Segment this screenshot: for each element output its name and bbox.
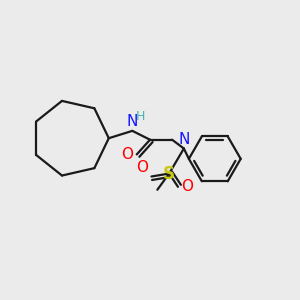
Text: O: O bbox=[181, 179, 193, 194]
Text: N: N bbox=[178, 132, 190, 147]
Text: H: H bbox=[136, 110, 145, 123]
Text: S: S bbox=[163, 165, 175, 183]
Text: O: O bbox=[121, 147, 133, 162]
Text: O: O bbox=[136, 160, 148, 175]
Text: N: N bbox=[127, 113, 138, 128]
